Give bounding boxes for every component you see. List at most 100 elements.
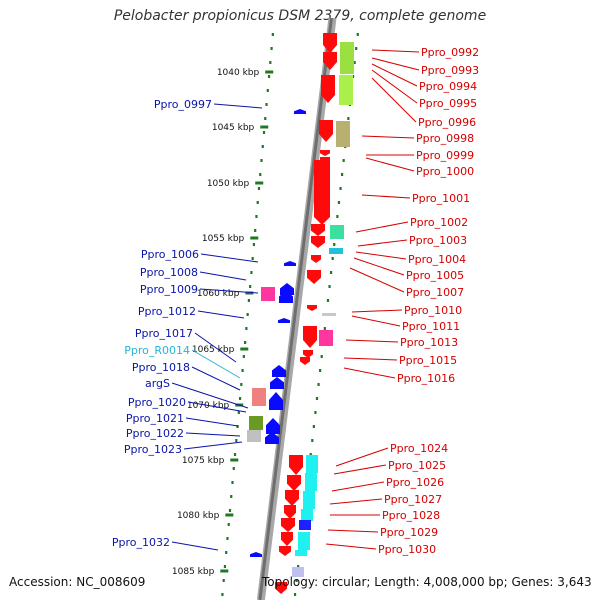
gene-box [292, 567, 304, 577]
gene-label-right: Ppro_1010 [404, 304, 462, 317]
leader-line [371, 49, 420, 53]
track-dot [231, 481, 234, 484]
track-dot [250, 271, 253, 274]
track-dot [244, 341, 247, 344]
leader-line [343, 357, 398, 361]
track-dot [333, 243, 336, 246]
gene-reverse [266, 418, 280, 434]
gene-label-right: Ppro_1004 [408, 253, 466, 266]
kbp-tick [260, 125, 269, 129]
gene-forward [311, 255, 321, 263]
track-dot [342, 159, 345, 162]
track-dot [319, 369, 322, 372]
gene-label-left: Ppro_1012 [138, 305, 196, 318]
gene-label-right: Ppro_1030 [378, 543, 436, 556]
gene-label-right: Ppro_1002 [410, 216, 468, 229]
track-dot [265, 103, 268, 106]
gene-forward [284, 505, 296, 519]
track-dot [228, 509, 232, 512]
track-dot [237, 411, 240, 414]
gene-label-right: Ppro_1026 [386, 476, 444, 489]
leader-line [183, 441, 243, 450]
gene-box [339, 75, 353, 105]
gene-forward [275, 582, 287, 594]
track-dot [241, 369, 244, 372]
gene-forward [303, 350, 313, 358]
leader-line [361, 135, 415, 139]
track-dot [230, 495, 233, 498]
gene-box [249, 416, 263, 430]
leader-line [329, 498, 383, 505]
gene-box [330, 225, 344, 239]
track-dot [254, 229, 257, 232]
gene-box [306, 455, 318, 473]
track-dot [249, 285, 252, 288]
gene-label-left: Ppro_R0014 [124, 344, 190, 357]
track-dot [320, 355, 323, 358]
gene-box [303, 491, 315, 509]
kbp-tick [245, 291, 254, 295]
gene-box [301, 509, 313, 521]
page-title: Pelobacter propionicus DSM 2379, complet… [113, 8, 487, 24]
leader-line [357, 239, 408, 247]
gene-label-left: Ppro_1006 [141, 248, 199, 261]
track-dot [314, 411, 317, 414]
gene-forward [311, 236, 325, 248]
gene-label-right: Ppro_1028 [382, 509, 440, 522]
gene-label-left: Ppro_1020 [128, 396, 186, 409]
track-dot [242, 355, 245, 358]
track-dot [260, 159, 263, 162]
gene-label-right: Ppro_1027 [384, 493, 442, 506]
track-dot [270, 47, 273, 50]
gene-forward [281, 518, 295, 532]
track-dot [225, 551, 228, 554]
genome-summary: Topology: circular; Length: 4,008,000 bp… [262, 575, 592, 589]
gene-label-right: Ppro_0996 [418, 116, 476, 129]
gene-reverse [270, 377, 284, 389]
track-dot [328, 285, 331, 288]
gene-box [298, 532, 310, 550]
leader-line [199, 271, 247, 281]
leader-line [371, 63, 418, 87]
track-dot [295, 579, 298, 582]
track-dot [339, 187, 342, 190]
kbp-tick [220, 569, 229, 573]
gene-box [305, 473, 317, 491]
gene-box [329, 248, 343, 254]
track-dot [266, 89, 269, 92]
track-dot [323, 327, 326, 330]
gene-label-right: Ppro_0993 [421, 64, 479, 77]
gene-label-left: Ppro_1008 [140, 266, 198, 279]
track-dot [261, 145, 264, 148]
gene-label-right: Ppro_1015 [399, 354, 457, 367]
gene-forward [319, 120, 333, 142]
gene-forward [307, 270, 321, 284]
gene-reverse [279, 291, 293, 303]
track-dot [311, 439, 314, 442]
gene-label-right: Ppro_0994 [419, 80, 477, 93]
gene-label-left: argS [145, 377, 170, 390]
track-dot [262, 131, 266, 134]
accession-label: Accession: NC_008609 [9, 575, 146, 589]
leader-line [213, 103, 263, 109]
track-dot [247, 299, 250, 302]
kbp-tick-label: 1050 kbp [207, 179, 250, 189]
leader-line [191, 366, 241, 391]
leader-line [171, 541, 219, 551]
leader-line [187, 401, 247, 413]
track-dot [355, 47, 358, 50]
leader-line [371, 77, 417, 123]
track-dot [221, 593, 224, 596]
gene-label-left: Ppro_1017 [135, 327, 193, 340]
track-dot [356, 33, 359, 36]
track-dot [240, 383, 243, 386]
gene-label-left: Ppro_1021 [126, 412, 184, 425]
gene-label-left: Ppro_0997 [154, 98, 212, 111]
gene-reverse [280, 283, 294, 295]
track-dot [233, 453, 237, 456]
gene-label-right: Ppro_1025 [388, 459, 446, 472]
gene-label-left: Ppro_1009 [140, 283, 198, 296]
gene-box [252, 388, 266, 406]
gene-label-left: Ppro_1023 [124, 443, 182, 456]
track-dot [245, 327, 248, 330]
